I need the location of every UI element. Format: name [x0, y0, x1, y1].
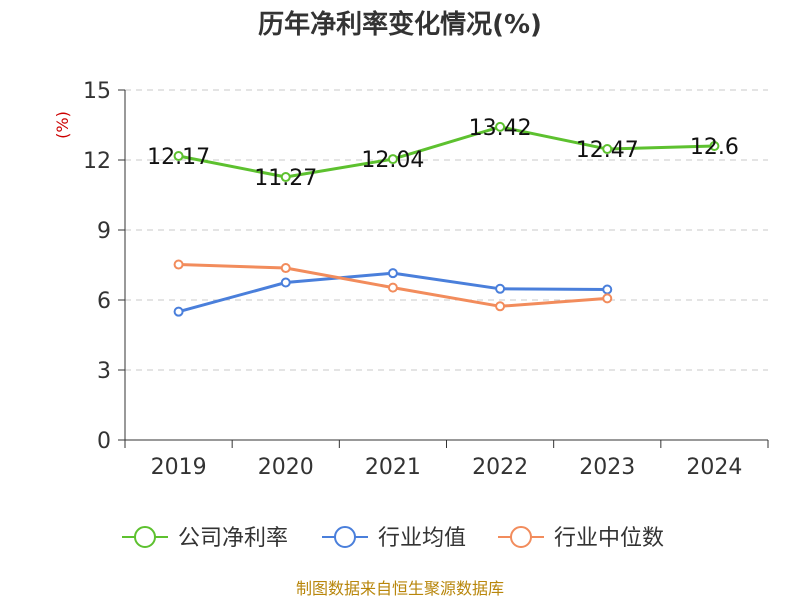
series-2 — [173, 259, 613, 312]
data-label: 12.47 — [576, 138, 639, 163]
y-tick-label: 3 — [97, 359, 111, 384]
y-tick-label: 12 — [83, 149, 111, 174]
legend-item[interactable]: 行业均值 — [322, 526, 466, 551]
chart-title: 历年净利率变化情况(%) — [258, 9, 542, 40]
legend-item[interactable]: 公司净利率 — [122, 526, 288, 551]
data-point[interactable] — [387, 154, 398, 165]
data-point[interactable] — [495, 121, 506, 132]
legend-label: 行业中位数 — [554, 526, 664, 551]
data-point[interactable] — [173, 151, 184, 162]
data-label: 12.17 — [147, 145, 210, 170]
axes: 0 3 6 9 12 15 2019 2020 2021 2022 2023 2024 — [83, 79, 769, 480]
data-labels: 12.17 11.27 12.04 13.42 12.47 12.6 — [147, 116, 739, 191]
data-point[interactable] — [173, 259, 184, 270]
data-label: 12.6 — [690, 135, 739, 160]
y-tick-label: 15 — [83, 79, 111, 104]
data-point[interactable] — [709, 141, 720, 151]
x-tick-label: 2019 — [151, 455, 207, 480]
legend-label: 公司净利率 — [178, 526, 288, 551]
legend-marker — [134, 526, 156, 548]
data-point[interactable] — [495, 283, 506, 294]
y-tick-label: 9 — [97, 219, 111, 244]
x-tick-label: 2023 — [579, 455, 635, 480]
data-point[interactable] — [602, 144, 613, 155]
legend-item[interactable]: 行业中位数 — [498, 526, 664, 551]
y-axis-unit-label: (%) — [53, 111, 72, 139]
data-point[interactable] — [280, 277, 291, 288]
y-tick-label: 6 — [97, 289, 111, 314]
legend-label: 行业均值 — [378, 526, 466, 551]
legend-marker — [334, 526, 356, 548]
grid-lines — [125, 89, 768, 371]
legend-marker — [510, 526, 532, 548]
data-point[interactable] — [280, 263, 291, 274]
data-label: 12.04 — [361, 148, 424, 173]
series-line — [178, 125, 715, 179]
x-tick-label: 2022 — [472, 455, 528, 480]
data-point[interactable] — [495, 301, 506, 312]
data-point[interactable] — [173, 306, 184, 317]
series-lines — [173, 121, 720, 317]
data-label: 11.27 — [254, 166, 317, 191]
data-point[interactable] — [280, 172, 291, 183]
data-point[interactable] — [387, 282, 398, 293]
data-label: 13.42 — [469, 116, 532, 141]
data-point[interactable] — [387, 268, 398, 279]
x-tick-label: 2021 — [365, 455, 421, 480]
x-tick-label: 2024 — [686, 455, 742, 480]
source-note: 制图数据来自恒生聚源数据库 — [296, 579, 504, 598]
x-tick-label: 2020 — [258, 455, 314, 480]
data-point[interactable] — [602, 284, 613, 295]
legend: 公司净利率 行业均值 行业中位数 — [122, 526, 664, 551]
series-0 — [173, 121, 720, 183]
y-tick-label: 0 — [97, 429, 111, 454]
series-1 — [173, 268, 613, 317]
data-point[interactable] — [602, 293, 613, 304]
